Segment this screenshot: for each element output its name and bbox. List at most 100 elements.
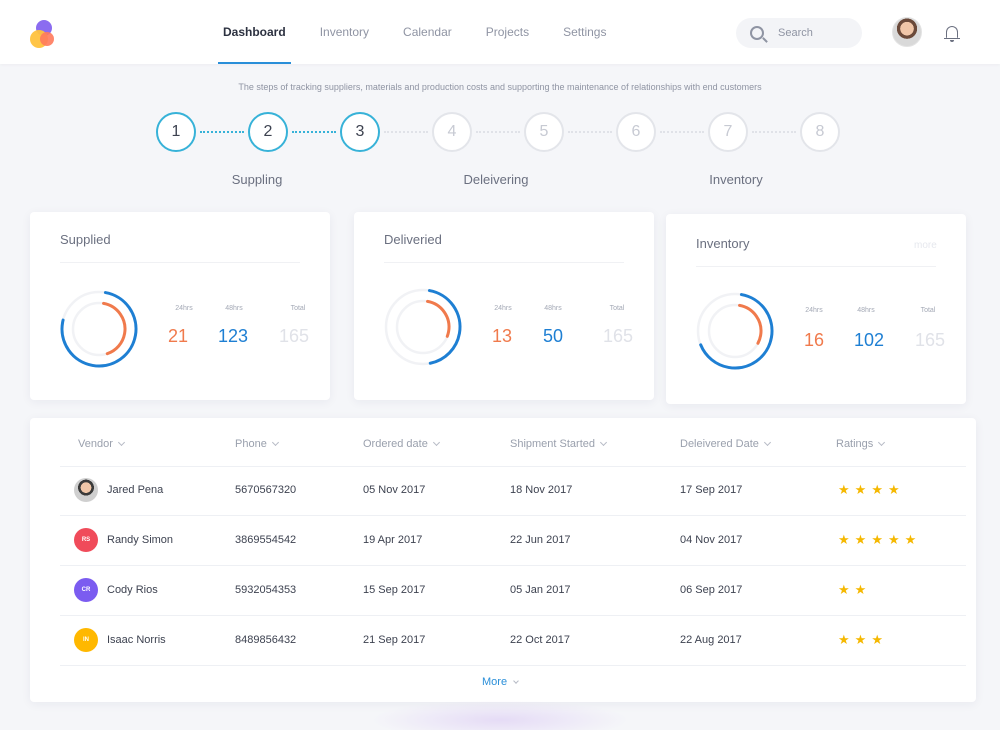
star-icon: ★ bbox=[871, 482, 888, 497]
search-box[interactable] bbox=[736, 18, 862, 48]
card-title: Supplied bbox=[60, 232, 111, 247]
cell-phone: 3869554542 bbox=[235, 534, 297, 546]
star-icon: ★ bbox=[854, 482, 872, 497]
step-connector bbox=[292, 131, 336, 133]
nav-inventory[interactable]: Inventory bbox=[319, 25, 370, 39]
cell-vendor-name[interactable]: Isaac Norris bbox=[107, 634, 166, 646]
stat-label-24hrs: 24hrs bbox=[494, 305, 512, 312]
cell-delivered-date: 22 Aug 2017 bbox=[680, 634, 742, 646]
bottom-glow bbox=[370, 700, 630, 730]
cell-delivered-date: 04 Nov 2017 bbox=[680, 534, 743, 546]
card-inventory: Inventory more 24hrs 48hrs Total 16 102 … bbox=[666, 214, 966, 404]
header-label: Deleivered Date bbox=[680, 438, 759, 450]
star-icon: ★ bbox=[838, 532, 855, 547]
ring-24hrs bbox=[707, 303, 763, 359]
phase-label-deleivering: Deleivering bbox=[463, 172, 529, 187]
stat-value-24hrs: 16 bbox=[803, 330, 825, 350]
star-rating: ★★★★★ bbox=[838, 532, 921, 548]
cell-ordered-date: 15 Sep 2017 bbox=[363, 584, 426, 596]
chevron-down-icon bbox=[432, 438, 440, 447]
cell-vendor-name[interactable]: Cody Rios bbox=[107, 584, 158, 596]
nav-settings[interactable]: Settings bbox=[563, 25, 607, 39]
more-label: More bbox=[482, 676, 508, 688]
row-divider bbox=[60, 665, 966, 666]
header-phone[interactable]: Phone bbox=[235, 438, 279, 450]
stat-label-total: Total bbox=[920, 307, 936, 314]
nav-dashboard[interactable]: Dashboard bbox=[206, 0, 303, 64]
card-divider bbox=[696, 266, 936, 267]
nav-calendar[interactable]: Calendar bbox=[403, 25, 452, 39]
header-ordered-date[interactable]: Ordered date bbox=[363, 438, 440, 450]
stat-value-24hrs: 21 bbox=[167, 326, 189, 346]
star-icon: ★ bbox=[838, 482, 855, 497]
star-icon: ★ bbox=[838, 582, 855, 597]
cell-vendor-name[interactable]: Jared Pena bbox=[107, 484, 164, 496]
star-icon: ★ bbox=[871, 632, 888, 647]
chevron-down-icon bbox=[117, 438, 125, 447]
cell-delivered-date: 17 Sep 2017 bbox=[680, 484, 743, 496]
top-header: Dashboard Inventory Calendar Projects Se… bbox=[0, 0, 1000, 64]
stat-label-24hrs: 24hrs bbox=[805, 307, 823, 314]
stat-value-total: 165 bbox=[602, 326, 634, 346]
header-ratings[interactable]: Ratings bbox=[836, 438, 886, 450]
stat-value-total: 165 bbox=[278, 326, 310, 346]
stat-label-total: Total bbox=[290, 305, 306, 312]
step-4[interactable]: 4 bbox=[432, 112, 472, 152]
step-1[interactable]: 1 bbox=[156, 112, 196, 152]
phase-label-inventory: Inventory bbox=[709, 172, 763, 187]
chevron-down-icon bbox=[599, 438, 608, 447]
step-connector bbox=[476, 131, 520, 133]
stat-label-48hrs: 48hrs bbox=[857, 307, 875, 314]
vendor-avatar bbox=[74, 478, 98, 502]
step-7[interactable]: 7 bbox=[708, 112, 748, 152]
app-logo[interactable] bbox=[30, 20, 58, 50]
more-button[interactable]: More bbox=[482, 676, 519, 688]
step-connector bbox=[660, 131, 704, 133]
cell-vendor-name[interactable]: Randy Simon bbox=[107, 534, 174, 546]
header-label: Vendor bbox=[78, 438, 113, 450]
step-2[interactable]: 2 bbox=[248, 112, 288, 152]
star-icon: ★ bbox=[854, 632, 872, 647]
card-divider bbox=[60, 262, 300, 263]
header-shipment-started[interactable]: Shipment Started bbox=[510, 438, 608, 450]
step-6[interactable]: 6 bbox=[616, 112, 656, 152]
header-label: Phone bbox=[235, 438, 267, 450]
header-label: Shipment Started bbox=[510, 438, 595, 450]
header-label: Ordered date bbox=[363, 438, 428, 450]
ring-48hrs bbox=[384, 288, 462, 366]
ring-48hrs bbox=[696, 292, 774, 370]
stat-value-48hrs: 123 bbox=[217, 326, 249, 346]
page-subtitle: The steps of tracking suppliers, materia… bbox=[238, 82, 762, 92]
header-vendor[interactable]: Vendor bbox=[78, 438, 125, 450]
header-label: Ratings bbox=[836, 438, 874, 450]
user-avatar[interactable] bbox=[892, 17, 922, 47]
ring-chart bbox=[384, 288, 462, 366]
row-divider bbox=[60, 515, 966, 516]
stat-value-24hrs: 13 bbox=[491, 326, 513, 346]
cell-ordered-date: 21 Sep 2017 bbox=[363, 634, 426, 646]
card-title: Deliveried bbox=[384, 232, 442, 247]
cell-shipment-started: 22 Oct 2017 bbox=[510, 634, 570, 646]
header-delivered-date[interactable]: Deleivered Date bbox=[680, 438, 771, 450]
cell-phone: 5670567320 bbox=[235, 484, 297, 496]
row-divider bbox=[60, 615, 966, 616]
stat-label-24hrs: 24hrs bbox=[175, 305, 193, 312]
step-connector bbox=[568, 131, 612, 133]
card-more-link[interactable]: more bbox=[914, 240, 937, 251]
ring-chart bbox=[60, 290, 138, 368]
stat-value-48hrs: 102 bbox=[853, 330, 885, 350]
ring-chart bbox=[696, 292, 774, 370]
stat-value-total: 165 bbox=[914, 330, 946, 350]
star-icon: ★ bbox=[854, 532, 872, 547]
ring-48hrs bbox=[60, 290, 138, 368]
chevron-down-icon bbox=[271, 438, 279, 447]
cell-phone: 8489856432 bbox=[235, 634, 297, 646]
step-3[interactable]: 3 bbox=[340, 112, 380, 152]
nav-projects[interactable]: Projects bbox=[485, 25, 530, 39]
step-5[interactable]: 5 bbox=[524, 112, 564, 152]
bell-icon[interactable] bbox=[944, 26, 960, 42]
search-input[interactable] bbox=[778, 27, 858, 39]
step-8[interactable]: 8 bbox=[800, 112, 840, 152]
cell-ordered-date: 19 Apr 2017 bbox=[363, 534, 423, 546]
card-divider bbox=[384, 262, 624, 263]
